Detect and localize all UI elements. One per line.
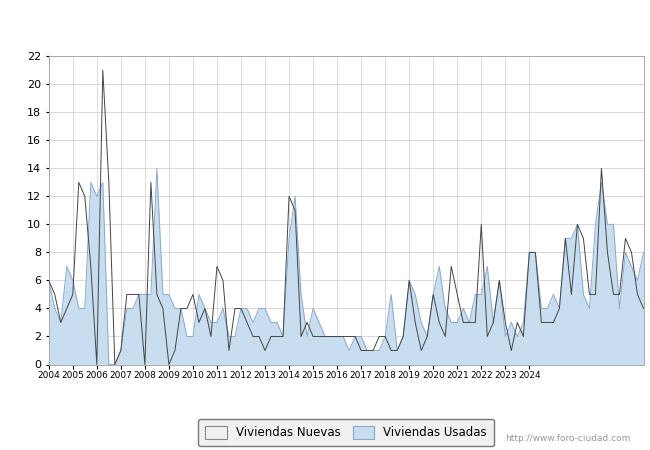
Text: Brozas - Evolucion del Nº de Transacciones Inmobiliarias: Brozas - Evolucion del Nº de Transaccion… [92,16,558,31]
Text: http://www.foro-ciudad.com: http://www.foro-ciudad.com [505,434,630,443]
Legend: Viviendas Nuevas, Viviendas Usadas: Viviendas Nuevas, Viviendas Usadas [198,418,494,446]
